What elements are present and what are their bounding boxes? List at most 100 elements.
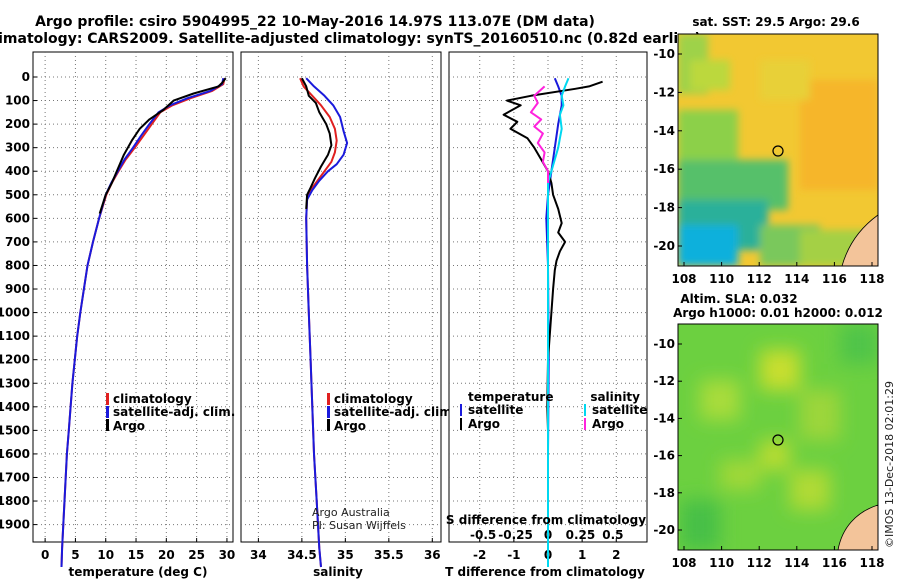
sla-map-field — [678, 324, 878, 550]
sst-map-title: sat. SST: 29.5 Argo: 29.6 — [692, 15, 859, 29]
legend-swatch-temp-satellite — [460, 404, 462, 416]
legend-climatology: climatology — [113, 392, 192, 406]
temperature-tick-labels: 0 5 10 15 20 25 30 — [41, 538, 235, 562]
legend-swatch-argo — [106, 419, 109, 431]
series-line-3 — [529, 85, 549, 183]
legend-sal-satellite: satellite — [592, 403, 647, 417]
sla-map-title-line2: Argo h1000: 0.01 h2000: 0.012 — [673, 306, 883, 320]
y-tick-label: 800 — [5, 258, 30, 272]
sla-map: Altim. SLA: 0.032 Argo h1000: 0.01 h2000… — [653, 292, 884, 570]
sst-map-field — [678, 34, 878, 266]
depth-tick-labels: 0 100 200 300 400 500 600 700 800 900 1000 1100 1200… — [0, 70, 37, 532]
x-tick-label: 34.5 — [287, 548, 317, 562]
y-tick-label: 200 — [5, 117, 30, 131]
legend-swatch-satellite — [106, 406, 109, 418]
map-x-tick-label: 112 — [747, 272, 772, 286]
salinity-tick-labels: 34 34.5 35 35.5 36 — [250, 538, 441, 562]
x-tick-label: 35 — [337, 548, 354, 562]
argo-position-marker — [772, 434, 784, 446]
map-y-tick-label: -10 — [653, 337, 675, 351]
legend-salinity-title: salinity — [590, 390, 640, 404]
x-tick-label: 20 — [158, 548, 175, 562]
sst-map-latitude-labels: -10 -12 -14 -16 -18 -20 — [653, 47, 682, 253]
sla-map-title-line1: Altim. SLA: 0.032 — [680, 292, 797, 306]
legend-sal-argo: Argo — [592, 417, 624, 431]
map-y-tick-label: -12 — [653, 85, 675, 99]
legend-argo: Argo — [334, 419, 366, 433]
y-tick-label: 1500 — [0, 423, 30, 437]
series-line-1 — [502, 80, 603, 431]
salinity-grid — [241, 52, 441, 542]
series-line-2 — [98, 77, 227, 214]
title-line1: Argo profile: csiro 5904995_22 10-May-20… — [35, 14, 595, 30]
map-x-tick-label: 116 — [822, 556, 847, 570]
legend-satellite: satellite-adj. clim. — [334, 405, 456, 419]
y-tick-label: 1600 — [0, 447, 30, 461]
y-tick-label: 1000 — [0, 306, 30, 320]
map-y-tick-label: -14 — [653, 411, 675, 425]
s-tick-label: 0.5 — [602, 528, 623, 542]
y-tick-label: 700 — [5, 235, 30, 249]
salinity-axis-label: salinity — [313, 565, 363, 579]
series-line-1 — [305, 77, 349, 568]
legend-temperature-title: temperature — [468, 390, 553, 404]
map-y-tick-label: -16 — [653, 449, 675, 463]
credit-line2: PI: Susan Wijffels — [312, 519, 406, 532]
y-tick-label: 1900 — [0, 518, 30, 532]
x-tick-label: 35.5 — [374, 548, 404, 562]
legend-climatology: climatology — [334, 392, 413, 406]
difference-panel: -2 -1 0 1 2 -0.5 -0.25 0 0.25 0.5 S difference f… — [445, 51, 648, 579]
y-tick-label: 900 — [5, 282, 30, 296]
credit-line1: Argo Australia — [312, 506, 390, 519]
map-y-tick-label: -20 — [653, 239, 675, 253]
map-y-tick-label: -10 — [653, 47, 675, 61]
x-tick-label: 30 — [219, 548, 236, 562]
x-tick-label: 5 — [71, 548, 79, 562]
y-tick-label: 500 — [5, 188, 30, 202]
y-tick-label: 1700 — [0, 470, 30, 484]
s-tick-label: -0.25 — [498, 528, 533, 542]
map-y-tick-label: -14 — [653, 124, 675, 138]
map-x-tick-label: 110 — [709, 556, 734, 570]
difference-lines — [502, 77, 603, 567]
x-tick-label: 2 — [612, 548, 620, 562]
map-x-tick-label: 110 — [709, 272, 734, 286]
x-tick-label: 0 — [41, 548, 49, 562]
legend-temp-satellite: satellite — [468, 403, 523, 417]
y-tick-label: 1400 — [0, 400, 30, 414]
y-tick-label: 1100 — [0, 329, 30, 343]
difference-legend: temperature satellite Argo salinity sate… — [460, 390, 647, 431]
series-line-2 — [301, 77, 333, 209]
x-tick-label: -1 — [507, 548, 520, 562]
legend-temp-argo: Argo — [468, 417, 500, 431]
y-tick-label: 400 — [5, 164, 30, 178]
series-line-2 — [547, 77, 570, 567]
legend-swatch-argo — [327, 419, 330, 431]
y-tick-label: 300 — [5, 141, 30, 155]
y-tick-label: 1800 — [0, 494, 30, 508]
map-x-tick-label: 108 — [671, 556, 696, 570]
legend-swatch-sal-satellite — [584, 404, 586, 416]
legend-swatch-satellite — [327, 406, 330, 418]
salinity-legend: climatology satellite-adj. clim. Argo — [327, 392, 456, 433]
s-tick-label: -0.5 — [470, 528, 496, 542]
sst-map: sat. SST: 29.5 Argo: 29.6 — [653, 15, 884, 286]
x-tick-label: 15 — [128, 548, 145, 562]
y-tick-label: 100 — [5, 94, 30, 108]
x-tick-label: 25 — [188, 548, 205, 562]
map-y-tick-label: -18 — [653, 486, 675, 500]
s-difference-axis-label: S difference from climatology — [446, 513, 646, 527]
salinity-panel: 34 34.5 35 35.5 36 salinity climatology sate… — [240, 51, 456, 579]
map-x-tick-label: 108 — [671, 272, 696, 286]
legend-swatch-temp-argo — [460, 418, 462, 430]
temperature-legend: climatology satellite-adj. clim. Argo — [106, 392, 235, 433]
sst-map-longitude-labels: 108 110 112 114 116 118 — [671, 262, 885, 286]
map-x-tick-label: 116 — [822, 272, 847, 286]
y-tick-label: 1300 — [0, 376, 30, 390]
y-tick-label: 600 — [5, 211, 30, 225]
map-x-tick-label: 114 — [784, 556, 809, 570]
title-line2: Climatology: CARS2009. Satellite-adjuste… — [0, 31, 701, 47]
map-y-tick-label: -12 — [653, 374, 675, 388]
map-x-tick-label: 118 — [859, 556, 884, 570]
